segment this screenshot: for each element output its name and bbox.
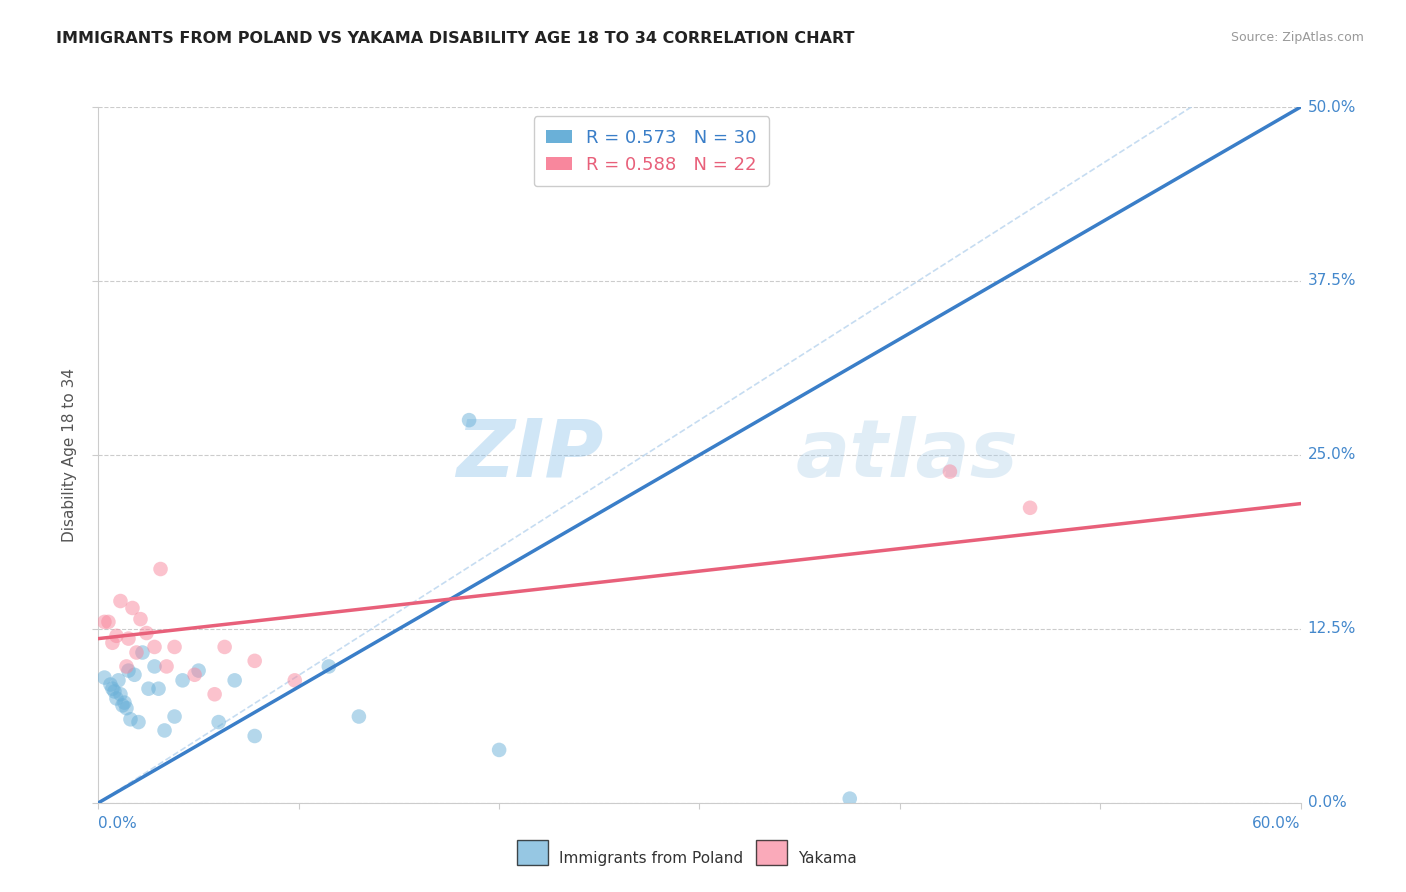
Text: 25.0%: 25.0% (1308, 448, 1355, 462)
Text: 0.0%: 0.0% (1308, 796, 1347, 810)
Point (243, 654, 266, 668)
Point (155, 659, 177, 673)
Point (838, 791, 860, 805)
Point (125, 646, 148, 660)
Text: IMMIGRANTS FROM POLAND VS YAKAMA DISABILITY AGE 18 TO 34 CORRELATION CHART: IMMIGRANTS FROM POLAND VS YAKAMA DISABIL… (56, 31, 855, 46)
Y-axis label: Disability Age 18 to 34: Disability Age 18 to 34 (62, 368, 77, 542)
Point (187, 664, 209, 678)
Text: 50.0%: 50.0% (1308, 100, 1355, 114)
Point (93, 615, 115, 629)
Point (111, 698, 134, 713)
Point (183, 667, 205, 681)
Point (110, 687, 132, 701)
Point (128, 715, 150, 730)
Text: 60.0%: 60.0% (1253, 816, 1301, 831)
Point (105, 629, 128, 643)
Point (131, 646, 153, 660)
Point (117, 632, 139, 646)
Text: 0.0%: 0.0% (98, 816, 138, 831)
Point (284, 673, 307, 688)
Point (939, 465, 962, 479)
Legend: R = 0.573   N = 30, R = 0.588   N = 22: R = 0.573 N = 30, R = 0.588 N = 22 (534, 116, 769, 186)
Text: ZIP: ZIP (456, 416, 603, 494)
Point (1019, 500, 1042, 515)
Text: 12.5%: 12.5% (1308, 622, 1355, 636)
Point (120, 712, 142, 726)
Point (172, 673, 194, 688)
Point (101, 681, 124, 696)
Point (115, 659, 138, 673)
Point (105, 691, 128, 706)
Point (488, 743, 510, 757)
Point (224, 673, 246, 688)
Text: 37.5%: 37.5% (1308, 274, 1355, 288)
Point (318, 659, 340, 673)
Point (103, 684, 125, 698)
Point (138, 681, 160, 696)
Text: Immigrants from Poland: Immigrants from Poland (560, 851, 742, 865)
Point (143, 640, 166, 654)
Point (124, 667, 146, 681)
Point (110, 594, 132, 608)
Point (163, 709, 186, 723)
Point (97, 615, 120, 629)
Point (107, 673, 129, 688)
Point (100, 677, 122, 691)
Point (208, 715, 231, 730)
Point (135, 626, 157, 640)
Text: Yakama: Yakama (799, 851, 856, 865)
Point (121, 601, 143, 615)
Point (129, 612, 152, 626)
Point (458, 413, 481, 427)
Point (148, 681, 170, 696)
Point (115, 701, 138, 715)
Point (204, 687, 226, 701)
Point (143, 659, 166, 673)
Point (163, 640, 186, 654)
Point (101, 636, 124, 650)
Point (117, 664, 139, 678)
Text: Source: ZipAtlas.com: Source: ZipAtlas.com (1230, 31, 1364, 45)
Point (149, 562, 172, 576)
Point (214, 640, 236, 654)
Point (347, 709, 370, 723)
Point (243, 729, 266, 743)
Point (114, 696, 136, 710)
Point (93, 671, 115, 685)
Text: atlas: atlas (796, 416, 1018, 494)
Point (153, 723, 176, 738)
